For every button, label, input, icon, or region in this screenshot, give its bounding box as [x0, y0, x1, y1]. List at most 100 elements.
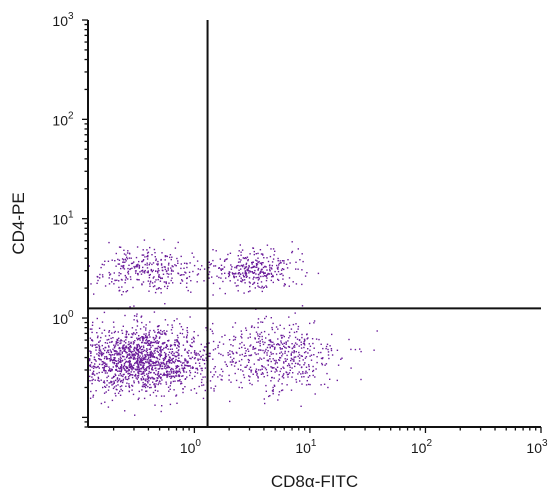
- event-dot: [155, 279, 157, 281]
- event-dot: [160, 349, 162, 351]
- event-dot: [123, 344, 125, 346]
- event-dot: [221, 379, 223, 381]
- event-dot: [113, 354, 115, 356]
- event-dot: [287, 350, 290, 353]
- event-dot: [163, 351, 166, 354]
- event-dot: [145, 327, 147, 329]
- event-dot: [133, 382, 135, 384]
- event-dot: [161, 368, 163, 370]
- event-dot: [163, 359, 165, 362]
- event-dot: [295, 378, 297, 381]
- event-dot: [277, 380, 280, 382]
- population-4: [183, 241, 320, 295]
- event-dot: [129, 349, 131, 351]
- event-dot: [304, 362, 306, 364]
- event-dot: [112, 376, 114, 379]
- event-dot: [179, 282, 182, 284]
- event-dot: [224, 361, 226, 363]
- event-dot: [148, 344, 150, 346]
- event-dot: [136, 349, 138, 351]
- event-dot: [104, 372, 107, 374]
- event-dot: [179, 274, 182, 276]
- event-dot: [212, 294, 214, 296]
- event-dot: [294, 342, 297, 344]
- event-dot: [253, 253, 255, 256]
- event-dot: [140, 345, 143, 348]
- event-dot: [89, 337, 92, 339]
- event-dot: [129, 276, 132, 278]
- event-dot: [190, 345, 192, 347]
- event-dot: [252, 373, 254, 375]
- event-dot: [248, 379, 250, 381]
- event-dot: [142, 373, 144, 375]
- event-dot: [302, 359, 304, 361]
- event-dot: [154, 281, 156, 283]
- event-dot: [146, 341, 148, 344]
- event-dot: [104, 342, 107, 344]
- event-dot: [138, 260, 140, 263]
- event-dot: [128, 361, 131, 364]
- event-dot: [265, 266, 267, 268]
- event-dot: [152, 377, 154, 379]
- event-dot: [152, 354, 154, 356]
- event-dot: [172, 375, 174, 377]
- event-dot: [195, 367, 197, 370]
- event-dot: [286, 354, 288, 357]
- event-dot: [136, 332, 138, 334]
- event-dot: [295, 268, 297, 270]
- event-dot: [167, 354, 170, 356]
- event-dot: [187, 352, 189, 354]
- event-dot: [205, 346, 207, 348]
- event-dot: [151, 368, 153, 370]
- event-dot: [146, 264, 148, 266]
- event-dot: [274, 347, 276, 349]
- event-dot: [148, 380, 150, 382]
- event-dot: [269, 355, 271, 357]
- event-dot: [126, 336, 128, 338]
- event-dot: [135, 369, 137, 371]
- event-dot: [257, 377, 259, 379]
- event-dot: [274, 363, 276, 365]
- event-dot: [240, 364, 242, 366]
- event-dot: [118, 358, 120, 360]
- event-dot: [138, 368, 141, 370]
- event-dot: [293, 344, 296, 346]
- event-dot: [114, 330, 116, 333]
- event-dot: [97, 279, 99, 282]
- event-dot: [152, 362, 154, 364]
- event-dot: [149, 351, 151, 354]
- event-dot: [124, 369, 126, 371]
- event-dot: [113, 357, 115, 359]
- event-dot: [150, 377, 152, 379]
- event-dot: [167, 269, 169, 271]
- event-dot: [245, 262, 248, 264]
- event-dot: [301, 253, 303, 255]
- event-dot: [181, 382, 183, 385]
- event-dot: [118, 378, 121, 380]
- event-dot: [135, 349, 138, 351]
- event-dot: [131, 267, 133, 269]
- event-dot: [293, 352, 295, 354]
- event-dot: [126, 366, 129, 368]
- event-dot: [159, 348, 162, 350]
- event-dot: [89, 328, 92, 330]
- event-dot: [270, 273, 273, 275]
- event-dot: [162, 273, 165, 275]
- event-dot: [311, 338, 314, 340]
- event-dot: [198, 354, 200, 356]
- event-dot: [278, 262, 281, 265]
- event-dot: [157, 383, 159, 386]
- event-dot: [170, 362, 173, 364]
- event-dot: [145, 378, 147, 380]
- event-dot: [98, 358, 100, 360]
- event-dot: [322, 357, 324, 359]
- event-dot: [153, 364, 155, 367]
- event-dot: [117, 360, 119, 362]
- event-dot: [257, 267, 260, 270]
- event-dot: [302, 371, 304, 373]
- event-dot: [175, 355, 178, 358]
- event-dot: [266, 286, 268, 288]
- event-dot: [136, 339, 139, 341]
- event-dot: [280, 334, 282, 337]
- event-dot: [263, 257, 265, 259]
